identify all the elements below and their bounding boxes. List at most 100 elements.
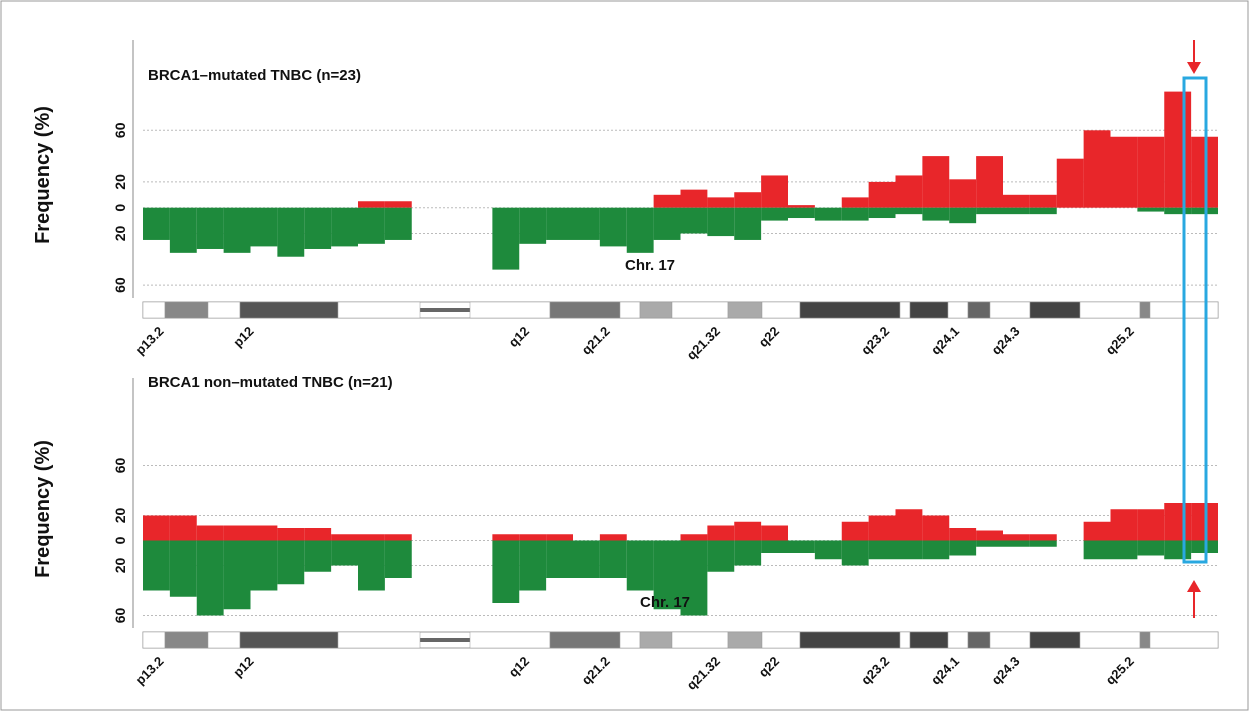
bar [519, 540, 547, 591]
y-axis-label: Frequency (%) [32, 106, 54, 244]
y-tick-label: 60 [112, 277, 128, 293]
bar [949, 540, 977, 556]
cytoband [239, 631, 339, 649]
cytoband [899, 631, 911, 649]
bar [841, 207, 869, 221]
bar [331, 534, 358, 541]
cytoband [619, 301, 641, 319]
bar [1029, 534, 1057, 541]
cytoband [671, 301, 729, 319]
bar [1110, 136, 1138, 208]
cytoband [1029, 301, 1081, 319]
bar [788, 207, 815, 219]
bar [707, 197, 735, 208]
cytoband [142, 631, 166, 649]
bar [976, 156, 1003, 208]
bar [573, 207, 600, 240]
bar [1164, 91, 1192, 208]
bar [492, 534, 520, 541]
bar [949, 207, 977, 224]
bar [1164, 540, 1192, 560]
bar [976, 207, 1003, 215]
bar [653, 207, 681, 240]
bar [1029, 207, 1057, 215]
bar [707, 207, 735, 237]
bar [143, 515, 170, 541]
bar [1164, 503, 1192, 541]
y-tick-label: 20 [112, 558, 128, 574]
cytoband [337, 301, 421, 319]
cytoband [1139, 631, 1151, 649]
cytoband [989, 631, 1031, 649]
bar [358, 207, 385, 244]
bar [922, 515, 950, 541]
bar [358, 534, 385, 541]
bar [895, 175, 923, 208]
bar [304, 207, 332, 249]
bar [277, 207, 305, 257]
bar [734, 207, 762, 240]
bar [1137, 136, 1165, 208]
bar [680, 189, 708, 208]
cytoband [909, 631, 949, 649]
bar [814, 207, 842, 221]
cytoband [947, 301, 969, 319]
annotation: Chr. 17 [640, 594, 690, 611]
bar [223, 540, 251, 610]
bar [626, 207, 654, 253]
bar [492, 207, 520, 270]
bar [1137, 540, 1165, 556]
bar [841, 521, 869, 541]
centromere [420, 638, 470, 642]
bar [546, 540, 573, 578]
bar [761, 175, 788, 208]
cytoband [761, 631, 801, 649]
bar [304, 528, 332, 541]
cytoband [337, 631, 421, 649]
cytoband [947, 631, 969, 649]
bar [169, 515, 197, 541]
bar [949, 179, 977, 208]
bar [573, 540, 600, 578]
bar [196, 540, 224, 616]
bar [1029, 540, 1057, 547]
bar [734, 521, 762, 541]
bar [761, 540, 788, 553]
cytoband [799, 631, 901, 649]
cytoband [549, 631, 621, 649]
bar [169, 540, 197, 597]
bar [331, 207, 358, 247]
bar [1003, 194, 1030, 208]
bar [814, 540, 842, 560]
y-tick-label: 20 [112, 226, 128, 242]
cytoband [639, 301, 673, 319]
bar [304, 540, 332, 572]
bar [143, 540, 170, 591]
chart-title: BRCA1 non–mutated TNBC (n=21) [148, 374, 393, 391]
cytoband [671, 631, 729, 649]
bar [868, 207, 896, 219]
highlight-box [1182, 76, 1208, 564]
bar [1083, 521, 1111, 541]
y-tick-label: 60 [112, 122, 128, 138]
bar [519, 534, 547, 541]
y-tick-label: 0 [112, 536, 128, 544]
cytoband [619, 631, 641, 649]
bar [599, 540, 627, 578]
bar [734, 192, 762, 208]
bar [1110, 509, 1138, 541]
bar [841, 197, 869, 208]
y-tick-label: 60 [112, 608, 128, 624]
bar [384, 534, 412, 541]
arrow-head [1187, 580, 1201, 592]
bar [1164, 207, 1192, 215]
bar [922, 156, 950, 208]
bar [492, 540, 520, 603]
bar [250, 525, 278, 541]
annotation: Chr. 17 [625, 257, 675, 274]
chart-title: BRCA1–mutated TNBC (n=23) [148, 67, 361, 84]
bar [1083, 540, 1111, 560]
cytoband [469, 301, 551, 319]
bar [895, 207, 923, 215]
bar [976, 540, 1003, 547]
